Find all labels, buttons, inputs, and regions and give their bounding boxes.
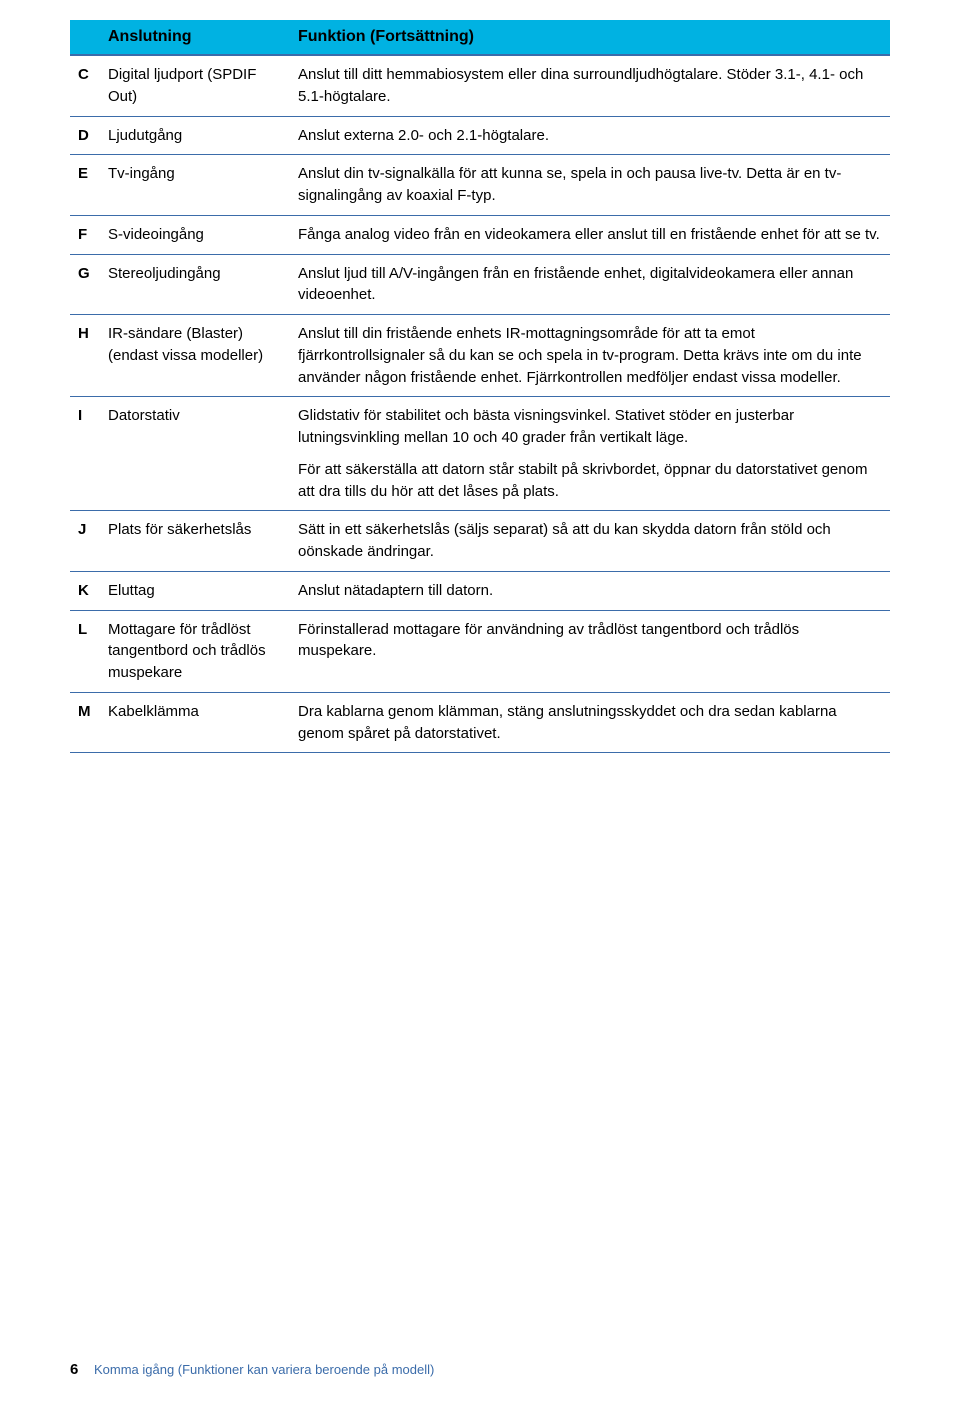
row-desc-paragraph: Dra kablarna genom klämman, stäng anslut… xyxy=(298,701,880,745)
row-desc-paragraph: Anslut externa 2.0- och 2.1-högtalare. xyxy=(298,125,880,147)
row-desc: Anslut externa 2.0- och 2.1-högtalare. xyxy=(294,116,890,155)
row-desc: Sätt in ett säkerhetslås (säljs separat)… xyxy=(294,511,890,572)
table-row: KEluttagAnslut nätadaptern till datorn. xyxy=(70,571,890,610)
table-row: GStereoljudingångAnslut ljud till A/V-in… xyxy=(70,254,890,315)
table-row: HIR-sändare (Blaster) (endast vissa mode… xyxy=(70,315,890,397)
table-row: LMottagare för trådlöst tangentbord och … xyxy=(70,610,890,692)
row-desc-paragraph: Fånga analog video från en videokamera e… xyxy=(298,224,880,246)
row-desc-paragraph: Förinstallerad mottagare för användning … xyxy=(298,619,880,663)
footer-text: Komma igång (Funktioner kan variera bero… xyxy=(94,1362,434,1377)
row-name: Ljudutgång xyxy=(104,116,294,155)
row-desc: Anslut ljud till A/V-ingången från en fr… xyxy=(294,254,890,315)
connections-table: Anslutning Funktion (Fortsättning) CDigi… xyxy=(70,20,890,753)
row-desc-paragraph: Anslut nätadaptern till datorn. xyxy=(298,580,880,602)
row-desc-paragraph: Glidstativ för stabilitet och bästa visn… xyxy=(298,405,880,449)
row-id: F xyxy=(70,215,104,254)
page: Anslutning Funktion (Fortsättning) CDigi… xyxy=(0,0,960,1406)
table-row: JPlats för säkerhetslåsSätt in ett säker… xyxy=(70,511,890,572)
row-id: K xyxy=(70,571,104,610)
content-area: Anslutning Funktion (Fortsättning) CDigi… xyxy=(0,0,960,753)
row-name: Eluttag xyxy=(104,571,294,610)
header-name: Anslutning xyxy=(104,20,294,55)
row-name: Stereoljudingång xyxy=(104,254,294,315)
row-desc: Glidstativ för stabilitet och bästa visn… xyxy=(294,397,890,511)
row-name: Digital ljudport (SPDIF Out) xyxy=(104,55,294,116)
row-name: Kabelklämma xyxy=(104,692,294,753)
page-number: 6 xyxy=(70,1361,78,1378)
row-id: D xyxy=(70,116,104,155)
row-desc: Anslut till din fristående enhets IR-mot… xyxy=(294,315,890,397)
table-header: Anslutning Funktion (Fortsättning) xyxy=(70,20,890,55)
row-desc-paragraph: Anslut till din fristående enhets IR-mot… xyxy=(298,323,880,388)
row-id: J xyxy=(70,511,104,572)
row-desc-paragraph: Anslut till ditt hemmabiosystem eller di… xyxy=(298,64,880,108)
row-name: Tv-ingång xyxy=(104,155,294,216)
row-id: I xyxy=(70,397,104,511)
table-row: CDigital ljudport (SPDIF Out)Anslut till… xyxy=(70,55,890,116)
header-id xyxy=(70,20,104,55)
row-id: M xyxy=(70,692,104,753)
row-id: E xyxy=(70,155,104,216)
row-desc-paragraph: Sätt in ett säkerhetslås (säljs separat)… xyxy=(298,519,880,563)
table-row: IDatorstativGlidstativ för stabilitet oc… xyxy=(70,397,890,511)
row-desc-paragraph: Anslut din tv-signalkälla för att kunna … xyxy=(298,163,880,207)
row-desc-paragraph: Anslut ljud till A/V-ingången från en fr… xyxy=(298,263,880,307)
row-name: Datorstativ xyxy=(104,397,294,511)
row-id: G xyxy=(70,254,104,315)
row-desc: Förinstallerad mottagare för användning … xyxy=(294,610,890,692)
table-row: MKabelklämmaDra kablarna genom klämman, … xyxy=(70,692,890,753)
row-name: IR-sändare (Blaster) (endast vissa model… xyxy=(104,315,294,397)
header-desc: Funktion (Fortsättning) xyxy=(294,20,890,55)
row-desc: Fånga analog video från en videokamera e… xyxy=(294,215,890,254)
row-desc: Dra kablarna genom klämman, stäng anslut… xyxy=(294,692,890,753)
row-id: H xyxy=(70,315,104,397)
row-desc-paragraph: För att säkerställa att datorn står stab… xyxy=(298,459,880,503)
table-row: ETv-ingångAnslut din tv-signalkälla för … xyxy=(70,155,890,216)
row-id: L xyxy=(70,610,104,692)
row-desc: Anslut till ditt hemmabiosystem eller di… xyxy=(294,55,890,116)
row-name: Mottagare för trådlöst tangentbord och t… xyxy=(104,610,294,692)
page-footer: 6 Komma igång (Funktioner kan variera be… xyxy=(70,1361,434,1378)
row-name: Plats för säkerhetslås xyxy=(104,511,294,572)
row-id: C xyxy=(70,55,104,116)
table-row: DLjudutgångAnslut externa 2.0- och 2.1-h… xyxy=(70,116,890,155)
row-name: S-videoingång xyxy=(104,215,294,254)
table-row: FS-videoingångFånga analog video från en… xyxy=(70,215,890,254)
row-desc: Anslut nätadaptern till datorn. xyxy=(294,571,890,610)
row-desc: Anslut din tv-signalkälla för att kunna … xyxy=(294,155,890,216)
table-body: CDigital ljudport (SPDIF Out)Anslut till… xyxy=(70,55,890,753)
